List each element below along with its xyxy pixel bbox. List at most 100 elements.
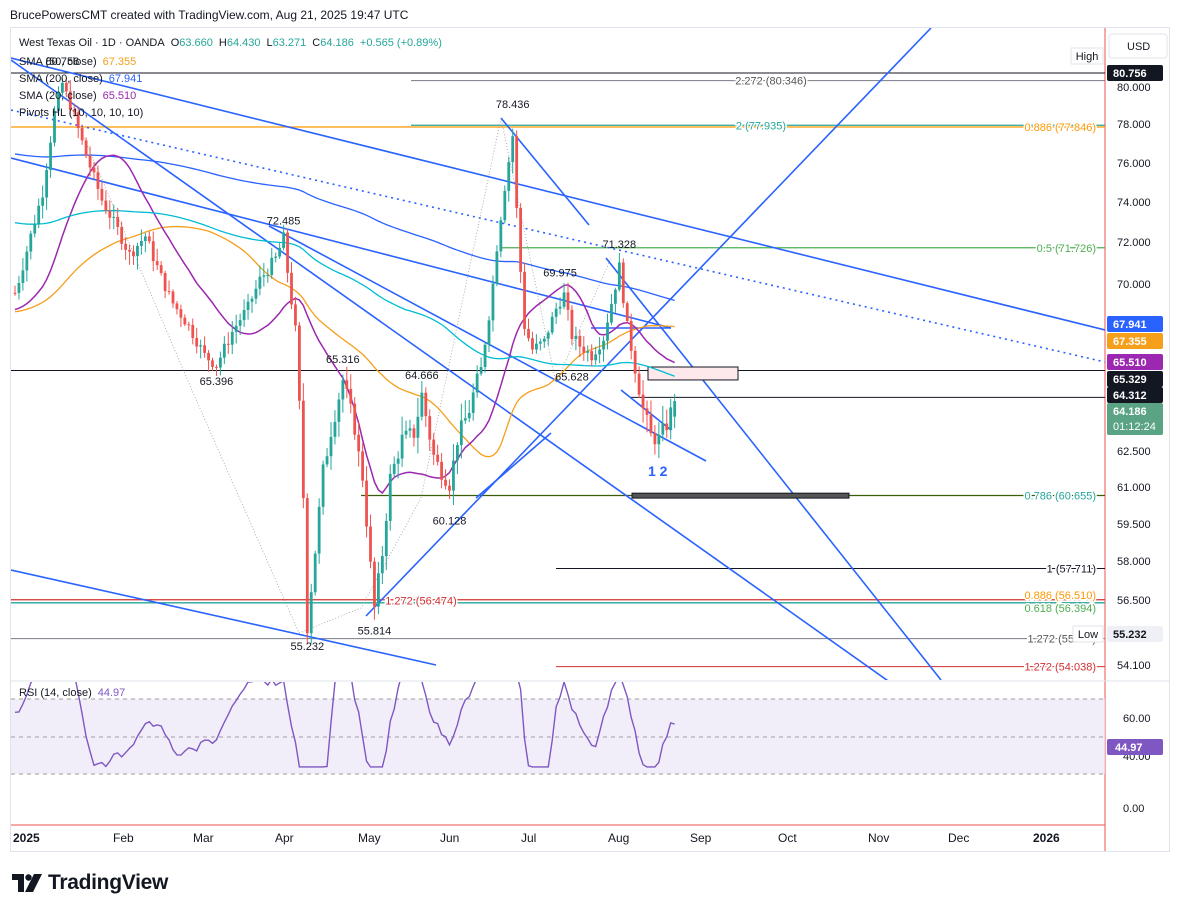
candle-body [13,292,17,294]
pivot-label: 65.628 [555,372,589,384]
rsi-line [14,682,675,768]
price-badge [1107,333,1163,349]
rising-trendline [365,28,932,617]
fib-level-label: 0.886 (77.846) [1024,122,1096,134]
candle-body [341,380,345,400]
candle-body [542,338,546,342]
channel-upper-trendline [11,57,1105,331]
horizontal-levels [11,72,1105,668]
pivot-label: 80.756 [46,56,80,68]
candle-body [388,473,392,521]
candle-body [211,360,214,367]
lower-channel-trendline [11,569,437,666]
svg-text:RSI (14, close)44.97: RSI (14, close) 44.97 [19,687,125,699]
candle-body [625,303,629,321]
candle-body [578,335,582,347]
candle-body [234,325,238,332]
main-pane: 1 2 80.756 72.485 65.396 65.316 64.666 55.232… [11,28,1105,680]
x-tick-label: Dec [948,831,969,845]
x-tick-label: Mar [193,831,214,845]
candle-body [349,388,353,404]
candle-body [392,463,396,474]
x-tick-label: Oct [778,831,797,845]
candle-body [187,324,191,326]
candle-body [416,416,420,438]
pivot-label: 71.328 [603,239,637,251]
candle-body [527,328,530,339]
candle-body [203,345,206,353]
candle-body [163,273,167,292]
rsi-tick-label: 60.00 [1123,713,1151,725]
candle-body [432,439,436,455]
candle-body [92,167,96,173]
candle-body [396,458,400,464]
chart-svg[interactable]: 1 2 80.756 72.485 65.396 65.316 64.666 55.232… [11,28,1169,851]
candle-body [147,236,151,242]
candle-body [633,350,637,374]
trendlines [11,28,1105,680]
candle-body [84,140,88,156]
candle-body [602,340,605,350]
candle-body [219,357,222,368]
zones: 1 2 [631,366,850,499]
chart-header: BrucePowersCMT created with TradingView.… [10,8,409,22]
candle-body [649,414,653,434]
x-tick-label: 2026 [1033,831,1060,845]
candle-body [333,421,337,437]
candle-body [199,345,203,347]
price-badge-label: 64.186 [1113,406,1147,418]
candle-body [629,320,633,351]
candle-body [286,232,289,273]
candle-body [412,428,416,438]
candle-body [294,304,297,326]
pivot-label: 64.666 [405,370,439,382]
candle-body [669,407,673,431]
candle-body [270,257,274,275]
candle-body [80,127,84,141]
candle-body [452,460,455,491]
candle-body [171,291,175,304]
sma50-line [14,225,675,458]
candle-body [614,289,617,304]
rsi-value-badge-label: 44.97 [1115,742,1143,754]
candle-body [459,420,463,446]
candle-body [665,423,669,431]
candle-body [37,205,41,225]
candle-body [112,216,116,218]
candle-body [436,454,440,462]
y-tick-label: 80.000 [1117,82,1151,94]
drop-trendline [500,117,590,226]
rsi-value-badge [1107,739,1163,755]
y-tick-label: 59.500 [1117,519,1151,531]
candle-body [301,400,305,499]
candle-body [128,249,131,252]
candle-body [33,224,37,234]
candle-body [562,292,566,307]
price-badge [1107,387,1163,403]
legend-sma50-label: SMA (50, close) [19,56,97,68]
candle-body [104,200,108,211]
candle-body [554,308,558,317]
y-tick-label: 56.500 [1117,595,1151,607]
pivot-label: 69.975 [543,267,577,279]
candle-body [25,251,29,271]
candle-body [637,373,641,395]
candle-body [586,351,590,353]
fib-level-label: 0.618 (56.394) [1024,603,1096,615]
legend-pivots-label: Pivots HL (10, 10, 10, 10) [19,107,143,119]
pivot-label: 65.396 [200,376,234,388]
candle-body [195,337,199,347]
candle-body [598,349,601,355]
resistance-zone [647,366,739,381]
brand: TradingView [12,870,168,896]
candle-body [610,303,613,323]
candle-body [226,343,230,345]
candle-body [21,270,25,284]
candle-body [456,445,459,461]
candle-body [191,324,195,338]
candle-body [503,190,507,221]
candle-body [242,310,246,321]
price-badge-label: 55.232 [1113,629,1147,641]
currency-button[interactable] [1108,33,1168,59]
candle-body [353,403,357,435]
